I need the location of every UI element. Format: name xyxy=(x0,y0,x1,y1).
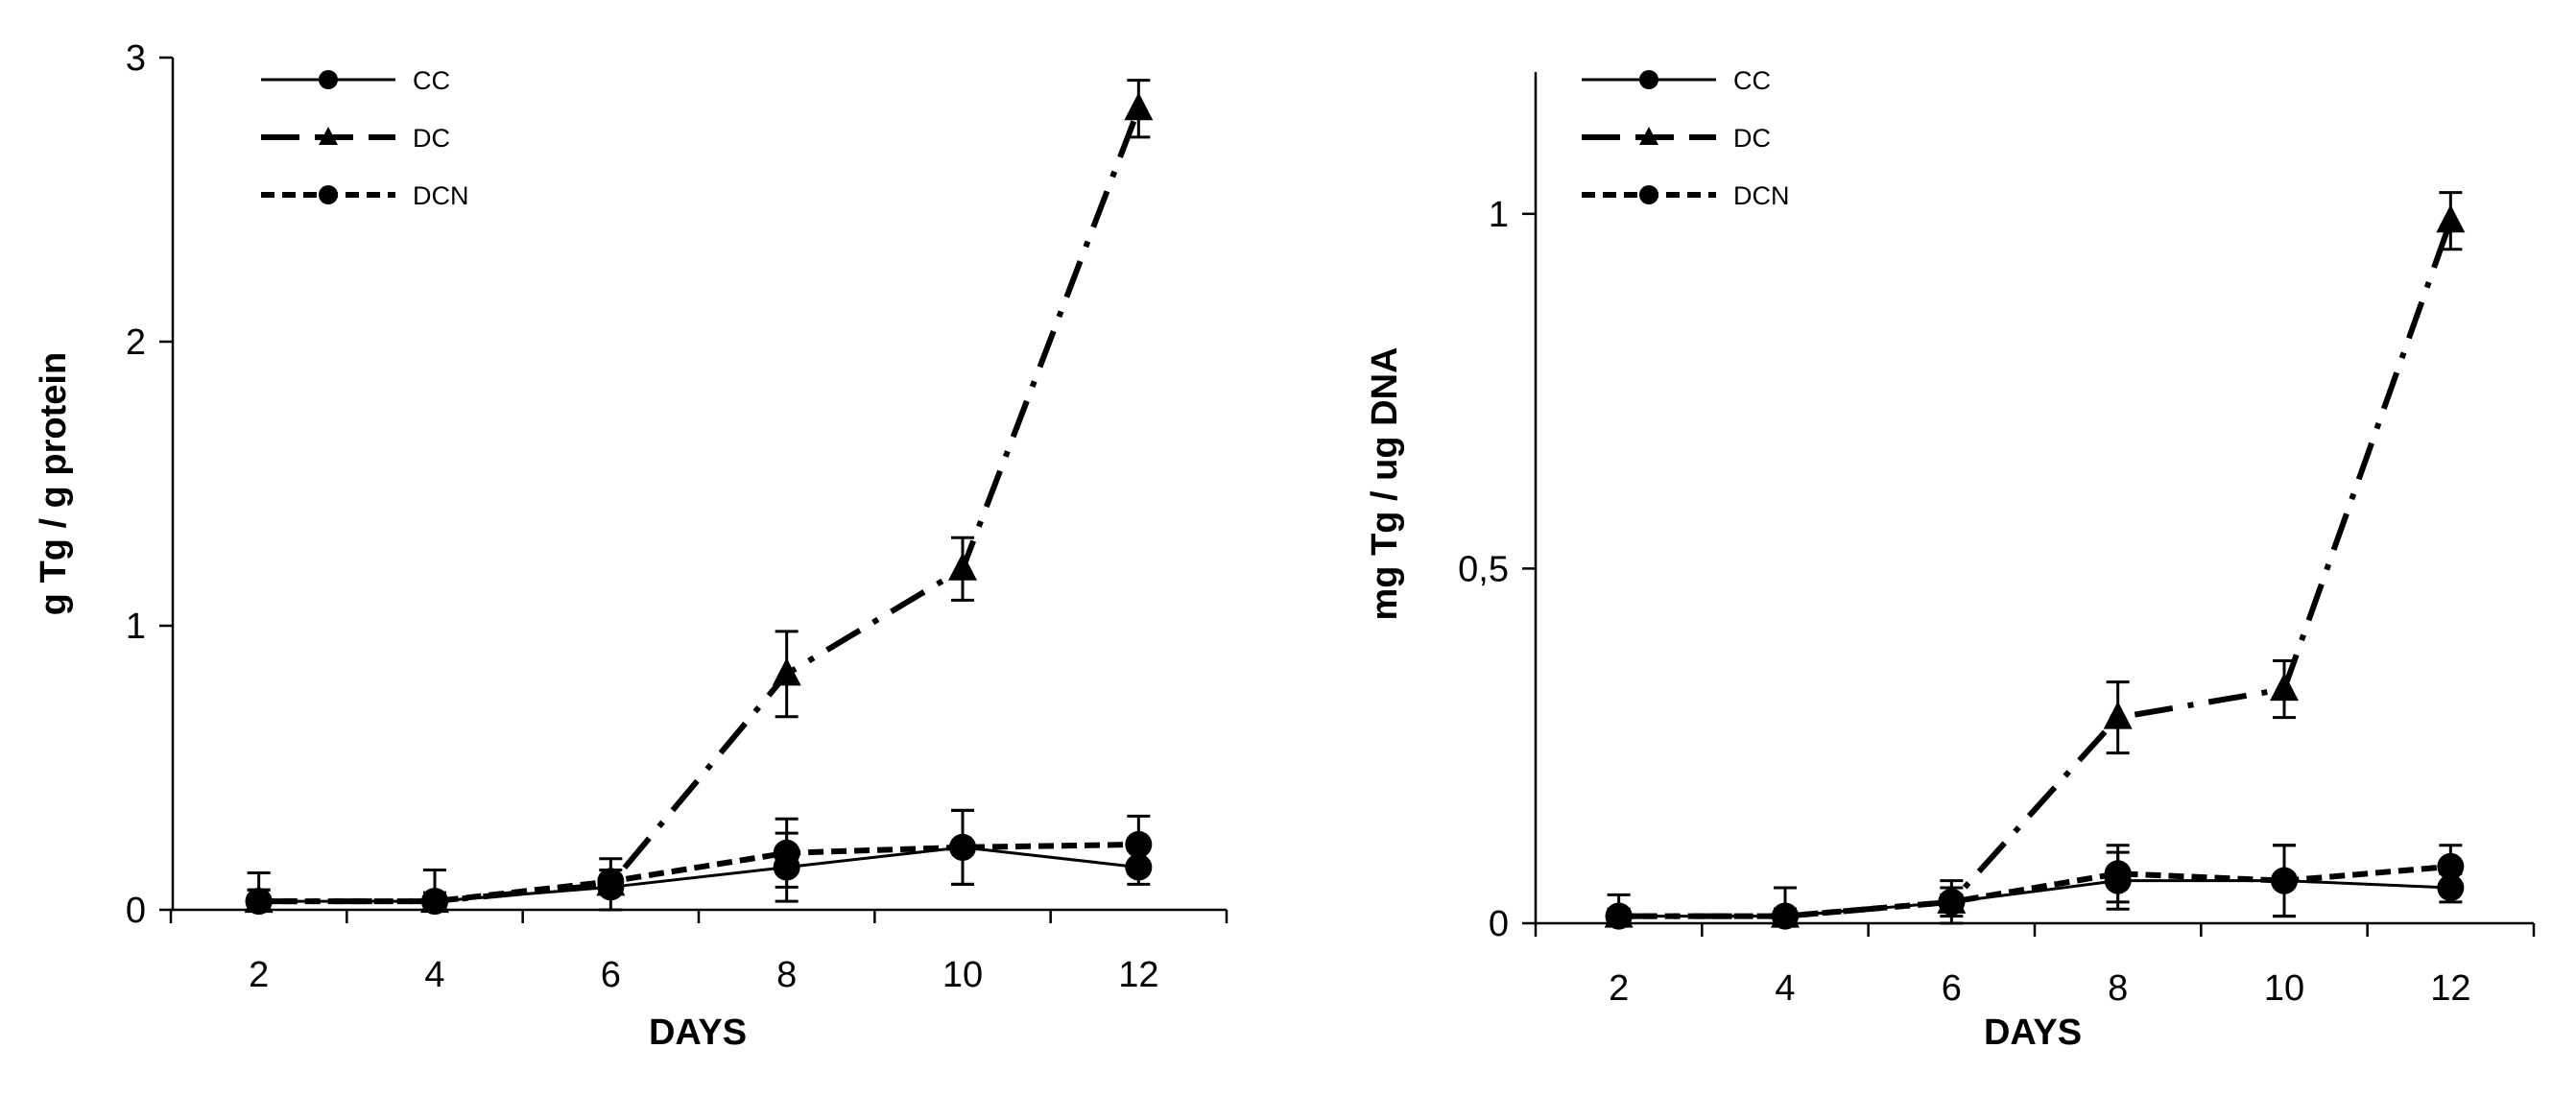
x-tick-label: 6 xyxy=(1942,968,1962,1009)
x-axis-title: DAYS xyxy=(1984,1013,2082,1053)
data-point xyxy=(773,839,800,867)
legend-label: CC xyxy=(1733,66,1771,95)
series-dc xyxy=(1604,191,2466,928)
y-tick-label: 1 xyxy=(126,607,146,647)
data-point xyxy=(2104,860,2132,888)
y-tick-label: 0,5 xyxy=(1458,549,1509,589)
x-tick-label: 10 xyxy=(2264,968,2304,1009)
data-point xyxy=(245,888,273,916)
y-tick-label: 2 xyxy=(126,322,146,363)
legend-marker xyxy=(1639,185,1658,204)
legend-marker xyxy=(319,185,338,204)
legend: CC DC DCN xyxy=(261,66,469,210)
data-point xyxy=(949,833,976,861)
series-line xyxy=(258,107,1142,905)
series-dcn xyxy=(1605,844,2465,930)
data-point xyxy=(2271,867,2298,894)
legend-marker xyxy=(1639,70,1658,89)
series-dcn xyxy=(245,808,1153,916)
data-point xyxy=(597,868,625,895)
legend-label: DC xyxy=(1733,124,1771,153)
x-tick-label: 4 xyxy=(1775,968,1795,1009)
data-point xyxy=(1124,92,1154,121)
legend-label: DC xyxy=(413,124,450,153)
series-dc xyxy=(244,79,1154,914)
data-point xyxy=(1772,902,1799,930)
x-axis-title: DAYS xyxy=(649,1013,747,1053)
x-tick-label: 12 xyxy=(2430,968,2470,1009)
legend-marker xyxy=(319,127,338,145)
series-line xyxy=(258,846,1139,903)
legend-marker xyxy=(1639,127,1658,145)
legend: CC DC DCN xyxy=(1582,66,1790,210)
x-tick-label: 12 xyxy=(1118,955,1158,995)
x-tick-label: 10 xyxy=(942,955,983,995)
legend-label: DCN xyxy=(1733,181,1790,210)
x-tick-label: 4 xyxy=(424,955,444,995)
y-tick-label: 0 xyxy=(126,891,146,931)
data-point xyxy=(2437,852,2465,880)
data-point xyxy=(772,657,801,686)
series-line xyxy=(1618,863,2451,919)
data-point xyxy=(1605,902,1633,930)
y-tick-label: 3 xyxy=(126,38,146,79)
x-tick-label: 8 xyxy=(776,955,797,995)
y-tick-label: 1 xyxy=(1489,195,1509,235)
legend-label: CC xyxy=(413,66,450,95)
data-point xyxy=(2103,701,2133,729)
x-tick-label: 2 xyxy=(249,955,269,995)
data-point xyxy=(1125,830,1153,858)
data-point xyxy=(948,552,977,581)
data-point xyxy=(2270,673,2299,702)
y-tick-label: 0 xyxy=(1489,904,1509,944)
x-tick-label: 6 xyxy=(601,955,621,995)
data-point xyxy=(421,888,448,916)
data-point xyxy=(1938,888,1966,916)
series-line xyxy=(258,841,1139,905)
legend-label: DCN xyxy=(413,181,469,210)
legend-marker xyxy=(319,70,338,89)
x-tick-label: 2 xyxy=(1609,968,1629,1009)
y-axis-title: g Tg / g protein xyxy=(34,352,74,615)
series-line xyxy=(1618,220,2454,919)
y-axis-title: mg Tg / ug DNA xyxy=(1365,347,1405,621)
data-point xyxy=(2436,204,2466,233)
x-tick-label: 8 xyxy=(2108,968,2128,1009)
